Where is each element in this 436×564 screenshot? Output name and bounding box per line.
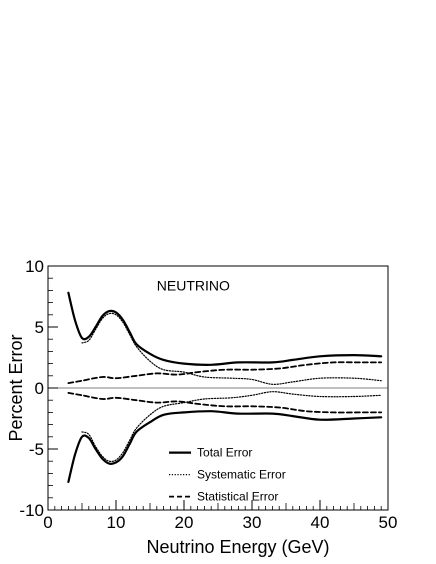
y-tick-label: 0 [35, 379, 44, 398]
series-layer [67, 291, 383, 483]
series-line-systematic-error-negative [81, 391, 382, 463]
series-line-total-error-negative [67, 410, 383, 483]
y-axis-title: Percent Error [6, 334, 26, 441]
legend-label: Systematic Error [197, 468, 286, 482]
y-tick-label: 10 [25, 257, 44, 276]
x-tick-label: 0 [43, 513, 52, 532]
legend-label: Total Error [197, 446, 252, 460]
series-line-statistical-error [67, 361, 383, 384]
legend-label: Statistical Error [197, 490, 278, 504]
series-line-statistical-error-negative [67, 392, 383, 414]
y-tick-label: -5 [29, 440, 44, 459]
series-line-total-error [67, 291, 383, 366]
x-tick-label: 20 [175, 513, 194, 532]
series-line-systematic-error [81, 312, 382, 385]
y-tick-label: 5 [35, 318, 44, 337]
y-tick-label: -10 [19, 501, 44, 520]
x-tick-label: 50 [379, 513, 398, 532]
x-axis-title: Neutrino Energy (GeV) [146, 537, 329, 557]
annotation-label: NEUTRINO [157, 277, 230, 293]
x-tick-label: 10 [107, 513, 126, 532]
legend: Total Error Systematic Error Statistical E… [169, 446, 286, 504]
x-tick-label: 40 [311, 513, 330, 532]
x-tick-label: 30 [243, 513, 262, 532]
